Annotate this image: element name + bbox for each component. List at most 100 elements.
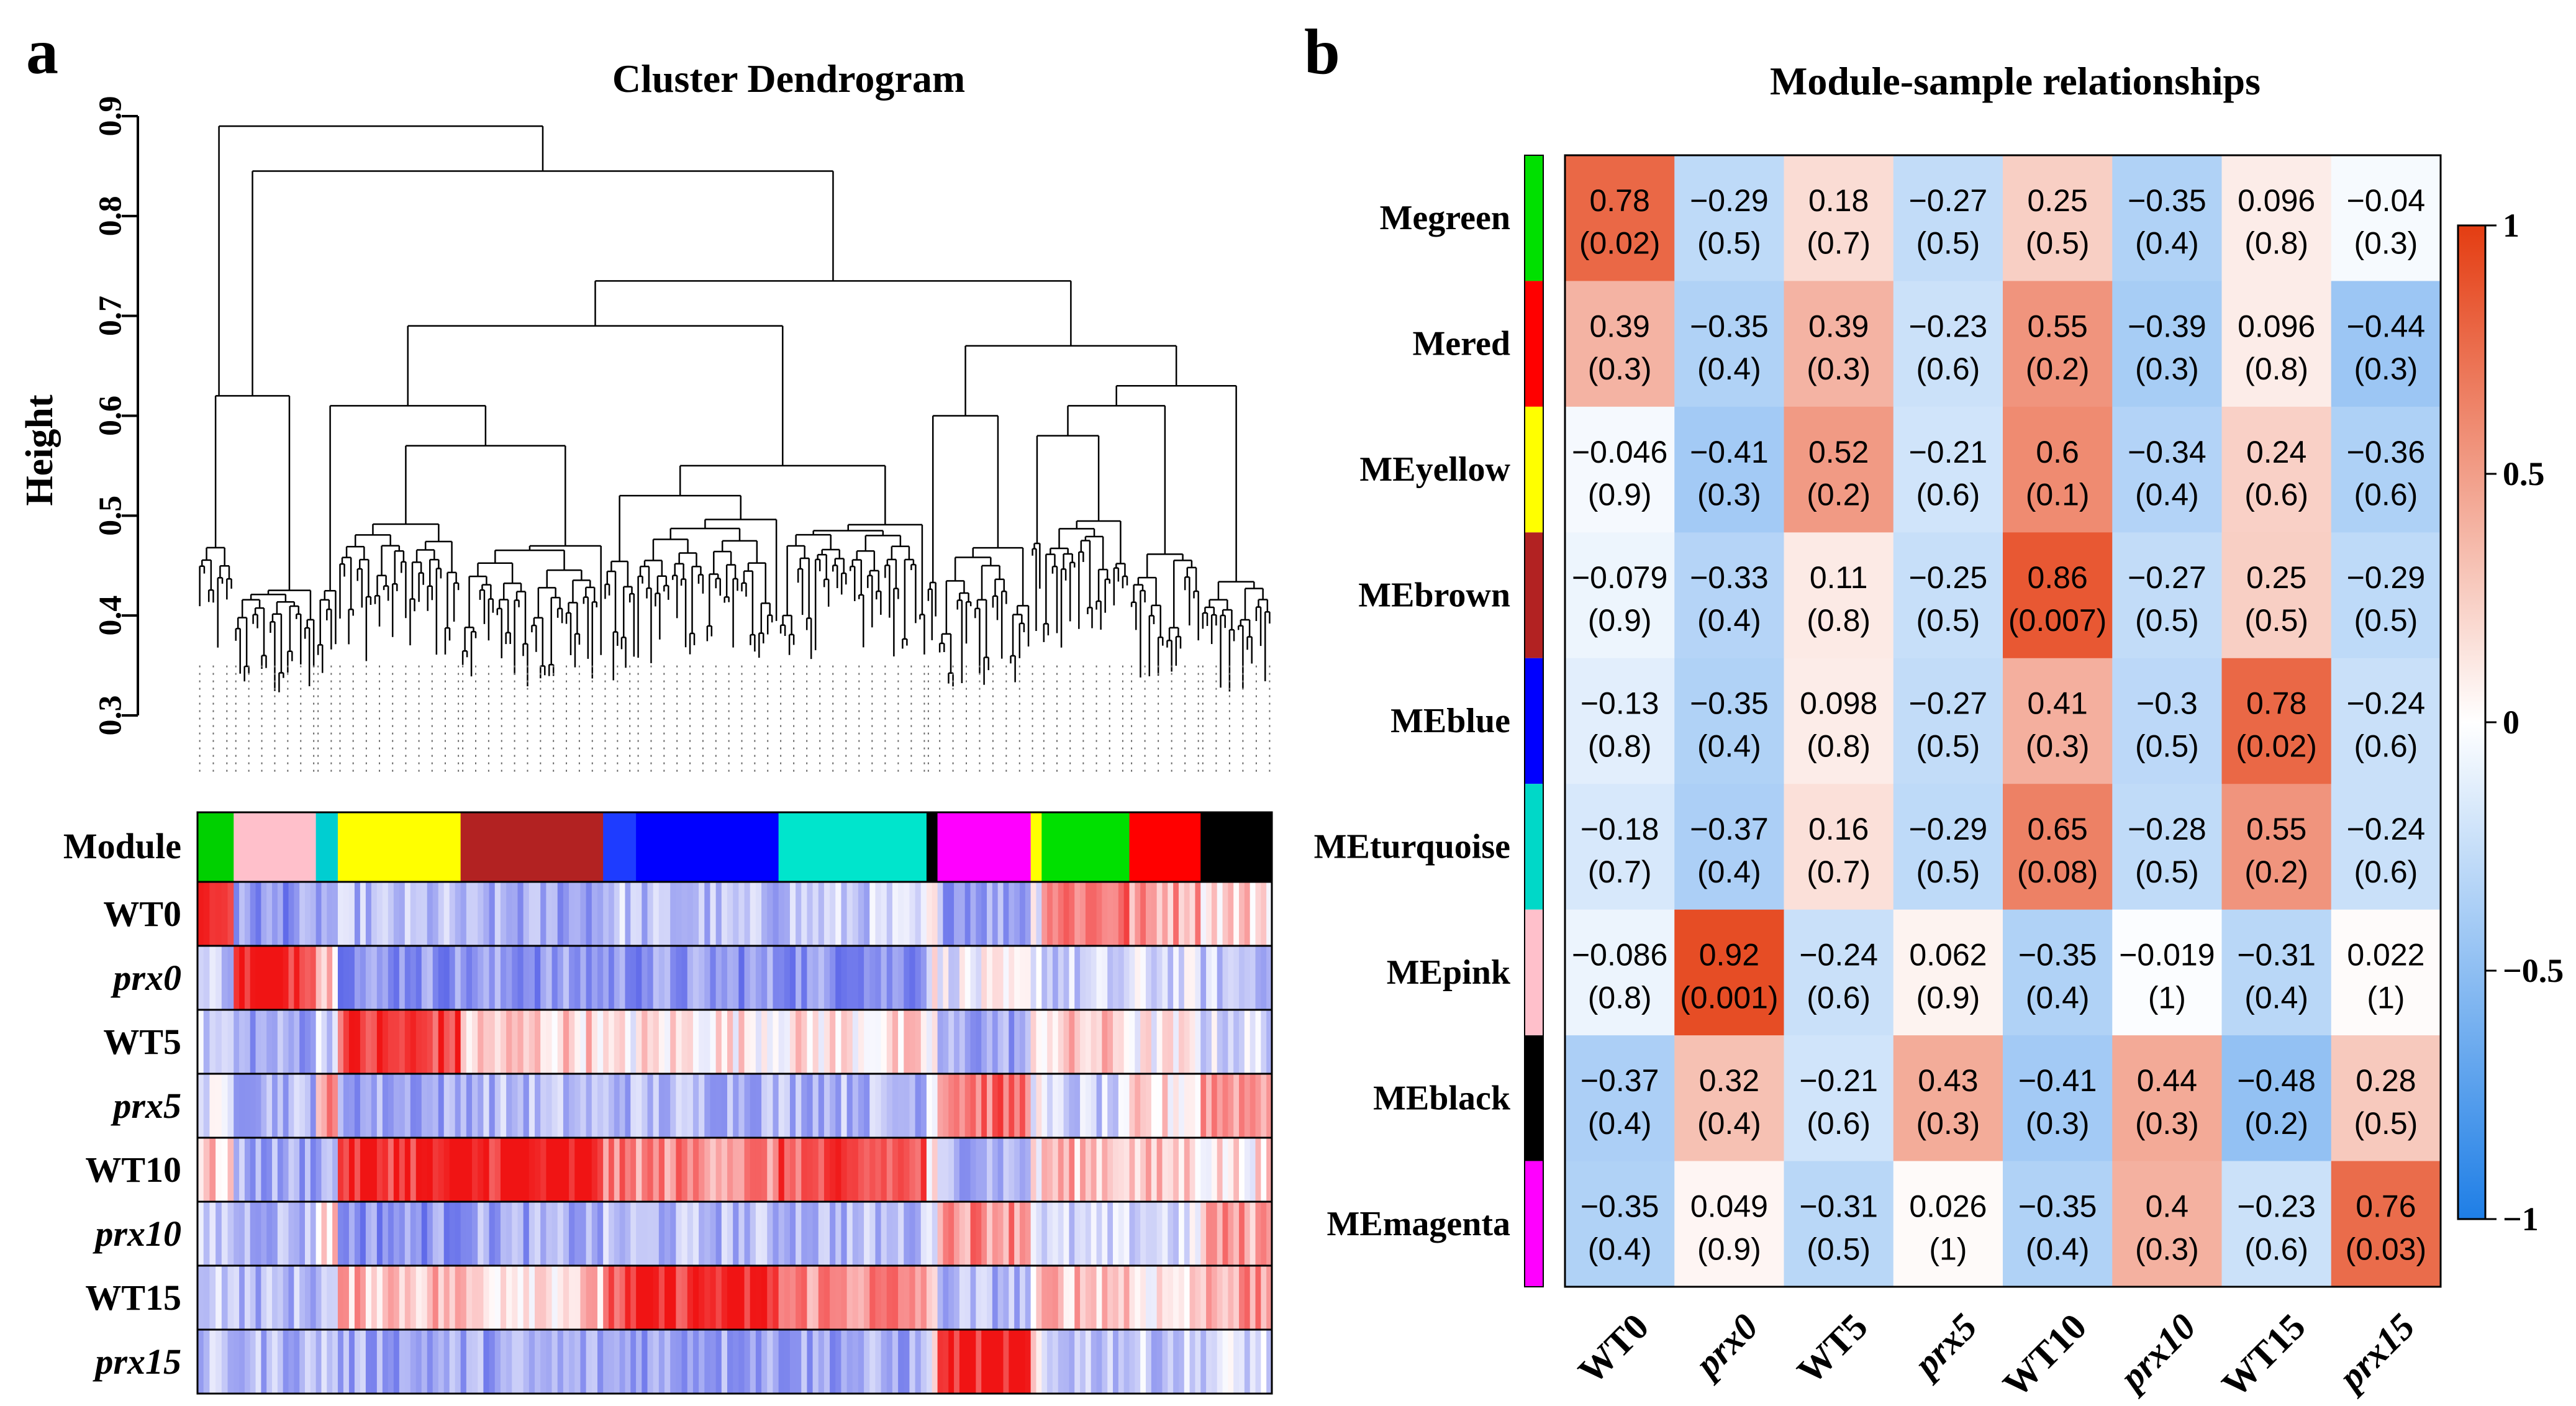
expression-stripe (1140, 946, 1146, 1010)
expression-stripe (943, 1010, 949, 1074)
correlation-cell (1784, 532, 1894, 659)
expression-stripe (664, 882, 671, 946)
expression-stripe (310, 946, 317, 1010)
correlation-cell (2112, 532, 2222, 659)
expression-stripe (1200, 1010, 1207, 1074)
expression-stripe (1233, 1074, 1240, 1138)
expression-stripe (489, 1138, 496, 1202)
expression-stripe (1030, 882, 1037, 946)
expression-stripe (500, 1138, 507, 1202)
expression-stripe (881, 1010, 887, 1074)
expression-stripe (733, 946, 739, 1010)
expression-stripe (1200, 1202, 1207, 1266)
expression-stripe (255, 1330, 261, 1394)
expression-stripe (761, 1138, 768, 1202)
expression-stripe (1003, 1266, 1009, 1330)
expression-stripe (715, 1138, 722, 1202)
expression-stripe (393, 882, 400, 946)
expression-stripe (1014, 1202, 1020, 1266)
expression-stripe (528, 1266, 535, 1330)
expression-stripe (294, 946, 300, 1010)
expression-stripe (692, 882, 699, 946)
expression-stripe (976, 1266, 982, 1330)
expression-stripe (1228, 1266, 1234, 1330)
expression-stripe (283, 882, 289, 946)
expression-stripe (438, 882, 445, 946)
color-scale-legend: 10.50−0.5−1 (2457, 207, 2564, 1238)
expression-stripe (382, 1138, 389, 1202)
expression-stripe (1091, 1010, 1097, 1074)
expression-stripe (1168, 1266, 1174, 1330)
expression-stripe (494, 1330, 501, 1394)
expression-stripe (784, 1010, 791, 1074)
cell-pvalue-label: (0.9) (1697, 1231, 1761, 1266)
expression-stripe (1211, 1010, 1218, 1074)
expression-stripe (738, 882, 745, 946)
expression-stripe (404, 1202, 411, 1266)
expression-stripe (823, 1010, 830, 1074)
expression-stripe (937, 1266, 944, 1330)
expression-stripe (1211, 1074, 1218, 1138)
expression-stripe (937, 1138, 944, 1202)
module-side-color (1525, 1035, 1543, 1161)
expression-stripe (1096, 1266, 1102, 1330)
expression-stripe (551, 1010, 558, 1074)
cell-value-label: −0.35 (1581, 1189, 1659, 1223)
expression-stripe (305, 1266, 311, 1330)
cell-value-label: −0.39 (2128, 309, 2206, 343)
expression-stripe (239, 1266, 245, 1330)
expression-stripe (954, 1330, 960, 1394)
expression-stripe (1085, 1074, 1092, 1138)
y-tick-label: 0.8 (93, 196, 129, 236)
expression-stripe (1069, 1330, 1075, 1394)
cell-pvalue-label: (0.3) (2026, 728, 2090, 763)
expression-stripe (382, 1010, 389, 1074)
expression-stripe (869, 1202, 876, 1266)
expression-stripe (283, 1266, 289, 1330)
expression-stripe (846, 882, 853, 946)
expression-stripe (681, 1138, 688, 1202)
expression-stripe (964, 1330, 971, 1394)
expression-stripe (954, 1266, 960, 1330)
expression-stripe (1030, 1010, 1037, 1074)
expression-stripe (535, 1010, 541, 1074)
expression-stripe (597, 882, 604, 946)
expression-stripe (841, 1266, 848, 1330)
expression-stripe (681, 1010, 688, 1074)
expression-stripe (327, 946, 333, 1010)
correlation-cell (1893, 784, 2003, 910)
expression-stripe (1063, 1010, 1070, 1074)
expression-stripe (460, 1010, 467, 1074)
cell-pvalue-label: (0.4) (1588, 1231, 1652, 1266)
expression-stripe (1249, 946, 1256, 1010)
expression-stripe (1255, 946, 1261, 1010)
expression-stripe (1178, 1138, 1185, 1202)
correlation-cell (1565, 155, 1675, 281)
expression-stripe (1184, 1266, 1190, 1330)
expression-stripe (348, 1010, 355, 1074)
expression-stripe (699, 1330, 705, 1394)
expression-stripe (365, 1330, 372, 1394)
expression-stripe (460, 1138, 467, 1202)
correlation-cell (1565, 909, 1675, 1036)
cell-pvalue-label: (0.4) (1697, 728, 1761, 763)
correlation-cell (2331, 406, 2441, 533)
expression-stripe (755, 1138, 762, 1202)
expression-stripe (1206, 1266, 1212, 1330)
expression-stripe (1195, 1138, 1201, 1202)
expression-stripe (294, 1266, 300, 1330)
expression-stripe (1162, 1138, 1168, 1202)
sample-row-label: prx15 (92, 1341, 181, 1382)
cell-value-label: 0.78 (2246, 686, 2306, 721)
module-color-bar (196, 811, 1273, 883)
cell-pvalue-label: (0.4) (1697, 855, 1761, 889)
expression-stripe (327, 1138, 333, 1202)
expression-stripe (1195, 882, 1201, 946)
expression-stripe (970, 1138, 976, 1202)
expression-stripe (388, 1202, 394, 1266)
expression-stripe (415, 1074, 422, 1138)
expression-stripe (483, 1010, 490, 1074)
expression-stripe (733, 1074, 739, 1138)
expression-stripe (415, 1330, 422, 1394)
expression-stripe (404, 946, 411, 1010)
